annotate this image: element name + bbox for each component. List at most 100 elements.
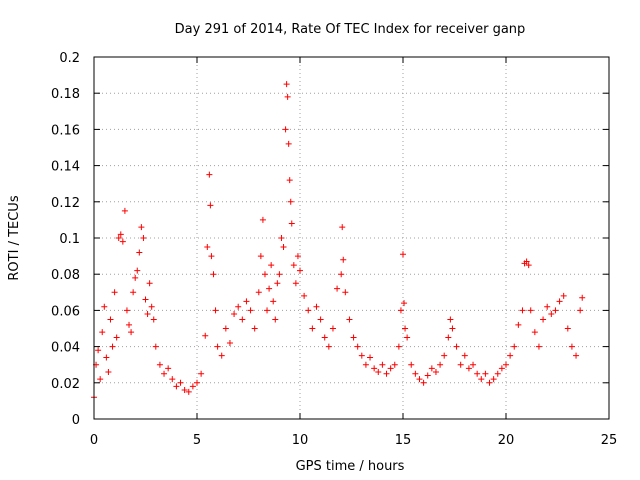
data-point	[375, 368, 382, 375]
data-point	[218, 352, 225, 359]
data-point	[338, 271, 345, 278]
data-point	[297, 267, 303, 274]
data-point	[552, 307, 559, 314]
data-point	[329, 325, 336, 332]
data-point	[134, 267, 141, 274]
x-tick-label: 20	[498, 433, 515, 448]
data-point	[346, 316, 353, 323]
data-point	[412, 370, 419, 377]
data-point	[142, 296, 149, 303]
data-point	[194, 379, 200, 386]
data-point	[461, 352, 468, 359]
data-point	[259, 216, 266, 223]
data-point	[99, 329, 106, 336]
data-point	[156, 361, 163, 368]
y-axis-ticks: 0 0.02 0.04 0.06 0.08 0.1 0.12 0.14 0.16 0.18 0.2	[51, 51, 609, 428]
data-point	[391, 361, 398, 368]
data-point	[424, 372, 431, 379]
data-point	[144, 311, 151, 318]
data-point	[138, 224, 145, 231]
data-point	[126, 321, 133, 328]
data-point	[503, 361, 509, 368]
data-point	[148, 303, 155, 310]
data-point	[257, 253, 264, 260]
data-point	[109, 343, 116, 350]
data-point	[97, 376, 104, 383]
data-point	[161, 370, 168, 377]
data-point	[132, 274, 139, 281]
data-point	[287, 198, 294, 205]
data-point	[152, 343, 159, 350]
data-point	[274, 280, 281, 287]
x-tick-label: 25	[601, 433, 618, 448]
data-point	[397, 307, 404, 314]
data-point	[136, 249, 143, 256]
data-point	[447, 316, 454, 323]
data-point	[105, 368, 112, 375]
data-point	[420, 379, 427, 386]
data-point	[207, 202, 214, 209]
y-tick-label: 0.14	[51, 160, 80, 175]
data-point	[309, 325, 316, 332]
data-point	[523, 258, 530, 265]
data-point	[334, 285, 341, 292]
data-point	[235, 303, 242, 310]
data-point	[457, 361, 464, 368]
y-tick-label: 0.12	[51, 196, 80, 211]
data-point	[268, 262, 275, 269]
data-point	[150, 316, 157, 323]
data-point	[283, 81, 290, 88]
data-point	[478, 376, 485, 383]
data-point	[206, 171, 213, 178]
data-point	[540, 316, 547, 323]
data-point	[498, 365, 505, 372]
y-tick-label: 0.08	[51, 268, 80, 283]
data-point	[101, 303, 108, 310]
data-point	[342, 289, 349, 296]
data-point	[507, 352, 514, 359]
data-point	[325, 343, 332, 350]
data-point	[119, 238, 126, 245]
data-point	[379, 361, 386, 368]
data-point	[294, 253, 301, 260]
data-point	[453, 343, 460, 350]
data-point	[490, 376, 497, 383]
data-point	[428, 365, 435, 372]
data-point	[573, 352, 580, 359]
data-point	[282, 126, 289, 133]
data-point	[177, 379, 184, 386]
data-point	[519, 307, 526, 314]
data-point	[278, 235, 285, 241]
data-point	[173, 383, 180, 390]
data-point	[465, 365, 472, 372]
data-point	[212, 307, 219, 314]
data-point	[317, 316, 324, 323]
data-point	[243, 298, 250, 305]
data-point	[103, 354, 110, 361]
y-tick-label: 0.18	[51, 87, 80, 102]
data-point	[276, 271, 283, 278]
x-tick-label: 10	[292, 433, 309, 448]
data-point	[292, 280, 299, 287]
data-point	[340, 256, 347, 263]
data-point	[272, 316, 279, 323]
data-point	[146, 280, 153, 287]
data-point	[568, 343, 575, 350]
data-point	[226, 339, 233, 346]
data-point	[515, 321, 522, 328]
data-point	[579, 294, 586, 301]
data-point	[416, 376, 423, 383]
data-point	[564, 325, 571, 332]
x-tick-label: 0	[90, 433, 98, 448]
data-point	[339, 224, 346, 231]
y-tick-label: 0.1	[59, 232, 80, 247]
data-point	[189, 383, 196, 390]
y-tick-label: 0.2	[59, 51, 80, 66]
data-point	[165, 365, 172, 372]
x-axis-label: GPS time / hours	[296, 459, 405, 474]
data-point	[474, 370, 481, 377]
data-point	[441, 352, 448, 359]
data-point	[222, 325, 229, 332]
data-point	[95, 347, 102, 354]
data-point	[449, 325, 456, 332]
